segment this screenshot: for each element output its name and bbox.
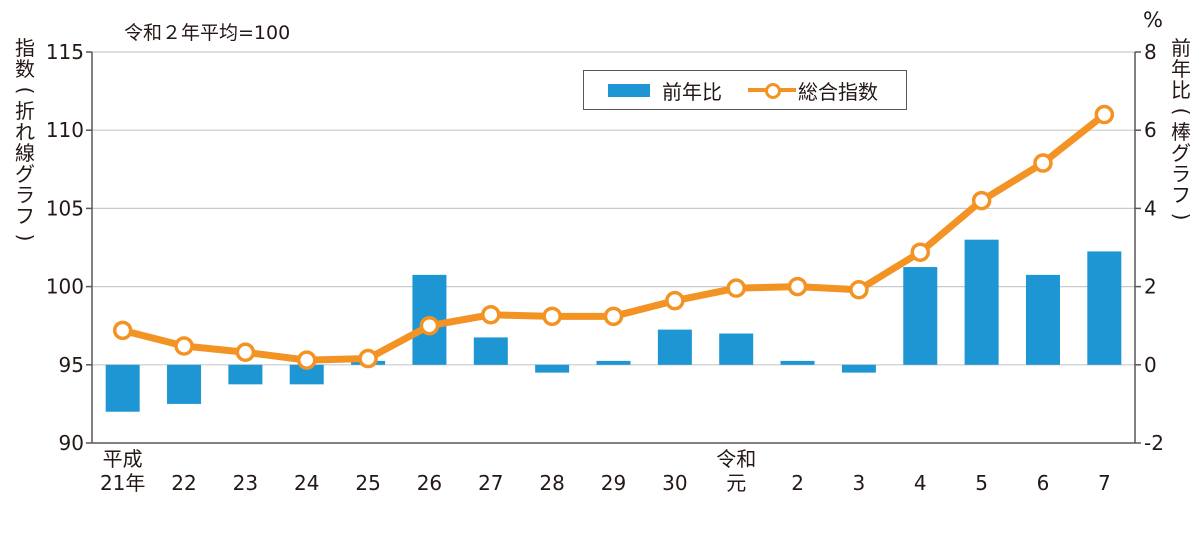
line-series-index: [112, 104, 1115, 370]
line-marker: [849, 279, 869, 300]
grid-lines: [92, 51, 1135, 366]
bar: [841, 364, 876, 373]
svg-text:7: 7: [1098, 471, 1111, 495]
line-marker: [971, 190, 992, 211]
bar: [167, 364, 202, 404]
axes: [91, 52, 1136, 444]
bar: [903, 267, 938, 365]
line-marker: [1094, 104, 1115, 125]
right-axis-title: 前年比(棒グラフ): [1169, 36, 1194, 221]
line-marker: [112, 320, 133, 341]
line-marker: [910, 242, 931, 262]
svg-text:90: 90: [59, 431, 84, 455]
right-axis-ticks: -2 0 2 4 6 8: [1135, 40, 1164, 455]
svg-text:2: 2: [791, 471, 804, 495]
bar: [228, 364, 263, 385]
right-axis-unit: %: [1143, 8, 1163, 32]
left-axis-title: 指数(折れ線グラフ): [13, 36, 38, 242]
legend: 前年比 総合指数: [583, 70, 907, 110]
legend-bar-swatch: [608, 83, 650, 97]
svg-text:25: 25: [355, 471, 380, 495]
svg-text:平成: 平成: [103, 447, 143, 471]
bar: [719, 333, 754, 365]
svg-text:8: 8: [1144, 40, 1157, 64]
bar: [1087, 251, 1122, 365]
svg-text:6: 6: [1037, 471, 1050, 495]
svg-text:27: 27: [478, 471, 503, 495]
bar-series-yoy: [105, 239, 1122, 412]
open-circle-marker-icon: [765, 83, 781, 99]
bar: [596, 360, 631, 365]
svg-text:105: 105: [46, 196, 84, 220]
bar: [289, 364, 324, 385]
svg-text:30: 30: [662, 471, 687, 495]
bar: [964, 239, 999, 365]
line-marker: [235, 342, 256, 363]
svg-text:100: 100: [46, 275, 84, 299]
svg-text:110: 110: [46, 118, 84, 142]
base-note: 令和２年平均=100: [124, 22, 291, 44]
bar: [105, 364, 140, 412]
svg-text:29: 29: [601, 471, 626, 495]
svg-text:95: 95: [59, 353, 84, 377]
bar: [780, 360, 815, 365]
svg-text:-2: -2: [1144, 431, 1164, 455]
line-marker: [787, 276, 808, 297]
svg-text:23: 23: [233, 471, 258, 495]
bar: [657, 329, 692, 365]
line-marker: [296, 350, 317, 370]
svg-text:24: 24: [294, 471, 319, 495]
line-marker: [481, 305, 501, 325]
line-marker: [419, 315, 440, 336]
left-axis-ticks: 90 95 100 105 110 115: [46, 40, 92, 455]
svg-text:2: 2: [1144, 275, 1157, 299]
svg-text:3: 3: [853, 471, 866, 495]
svg-text:6: 6: [1144, 118, 1157, 142]
svg-text:4: 4: [914, 471, 927, 495]
svg-text:26: 26: [417, 471, 442, 495]
legend-bar-label: 前年比: [662, 79, 722, 104]
bar: [473, 337, 508, 365]
line-marker: [603, 306, 624, 327]
svg-text:元: 元: [726, 471, 746, 495]
svg-text:4: 4: [1144, 196, 1157, 220]
line-marker: [1033, 153, 1053, 173]
svg-text:21年: 21年: [100, 471, 145, 495]
svg-text:5: 5: [975, 471, 988, 495]
svg-text:115: 115: [46, 40, 84, 64]
bar: [1025, 274, 1060, 365]
line-marker: [665, 290, 685, 311]
legend-line-label: 総合指数: [798, 79, 878, 104]
svg-text:22: 22: [171, 471, 196, 495]
bar: [535, 364, 570, 373]
svg-text:0: 0: [1144, 353, 1157, 377]
line-marker: [542, 306, 562, 327]
svg-text:令和: 令和: [716, 447, 756, 471]
line-marker: [358, 348, 378, 369]
legend-line-swatch: [748, 80, 796, 100]
line-marker: [174, 336, 194, 356]
svg-text:28: 28: [539, 471, 564, 495]
line-marker: [726, 278, 746, 298]
